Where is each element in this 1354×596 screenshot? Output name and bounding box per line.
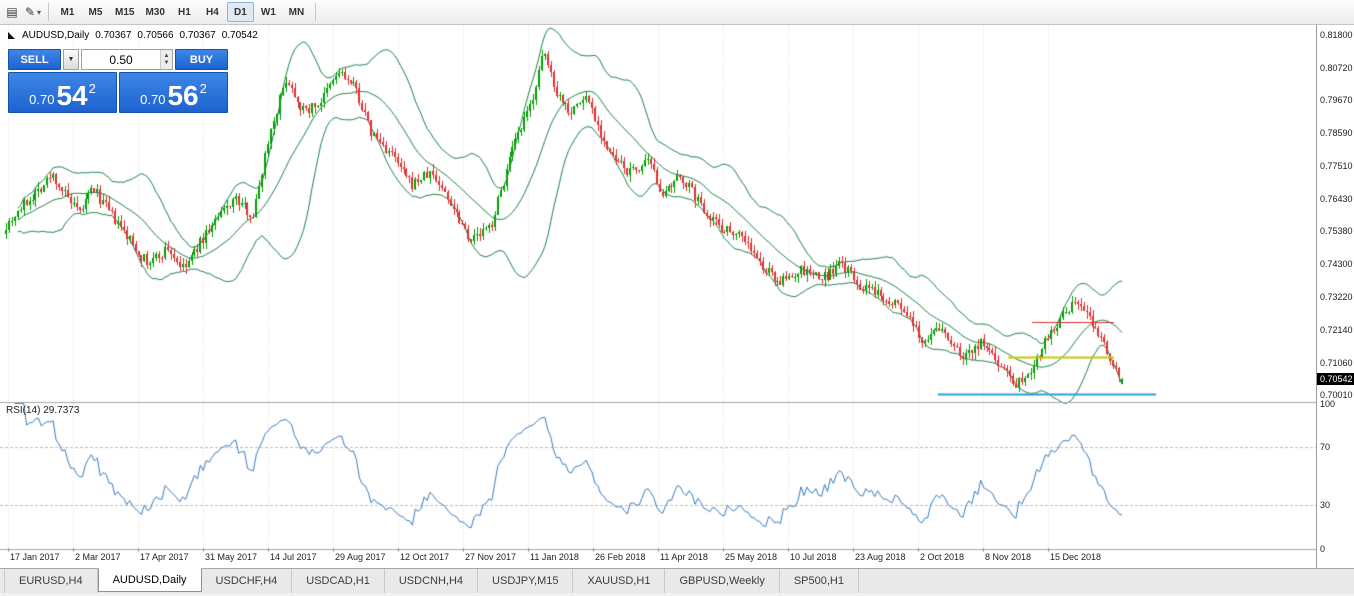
volume-spinner[interactable]: ▲ ▼ xyxy=(160,50,172,69)
price-tick: 0.71060 xyxy=(1320,357,1353,368)
spinner-up-icon[interactable]: ▲ xyxy=(163,52,170,59)
chart-tab-eurusd-h4[interactable]: EURUSD,H4 xyxy=(4,569,98,593)
date-label: 2 Mar 2017 xyxy=(75,552,121,562)
timeframe-button-w1[interactable]: W1 xyxy=(255,2,282,22)
buy-price-big: 56 xyxy=(167,80,199,111)
price-tick: 0.77510 xyxy=(1320,160,1353,171)
timeframe-button-m1[interactable]: M1 xyxy=(54,2,81,22)
price-scale[interactable]: 0.70542 0.81800 0.80720 0.79670 0.78590 0.77… xyxy=(1316,25,1354,568)
sell-price-display[interactable]: 0.70 54 2 xyxy=(8,72,117,113)
one-click-trading-panel: SELL ▼ ▲ ▼ BUY 0.70 54 2 0.7 xyxy=(8,49,228,113)
timeframe-button-m15[interactable]: M15 xyxy=(110,2,139,22)
date-label: 12 Oct 2017 xyxy=(400,552,450,562)
rsi-tick: 100 xyxy=(1320,398,1336,409)
date-axis[interactable]: 17 Jan 2017 2 Mar 2017 17 Apr 2017 31 May 2… xyxy=(0,552,1316,567)
chart-tab-audusd-daily[interactable]: AUDUSD,Daily xyxy=(97,568,202,592)
current-price-badge: 0.70542 xyxy=(1317,372,1354,385)
chart-canvas[interactable] xyxy=(0,25,1316,568)
price-tick: 0.72140 xyxy=(1320,324,1353,335)
sell-price-prefix: 0.70 xyxy=(29,92,55,107)
price-tick: 0.76430 xyxy=(1320,193,1353,204)
date-label: 27 Nov 2017 xyxy=(465,552,517,562)
date-label: 15 Dec 2018 xyxy=(1050,552,1102,562)
date-label: 17 Apr 2017 xyxy=(140,552,189,562)
chart-tab-usdchf-h4[interactable]: USDCHF,H4 xyxy=(202,569,293,593)
chart-tab-gbpusd-weekly[interactable]: GBPUSD,Weekly xyxy=(665,569,780,593)
buy-button[interactable]: BUY xyxy=(175,49,228,70)
chart-tab-xauusd-h1[interactable]: XAUUSD,H1 xyxy=(573,569,666,593)
chevron-down-icon: ▾ xyxy=(37,7,42,17)
chart-title: AUDUSD,Daily xyxy=(22,30,90,41)
volume-input[interactable] xyxy=(82,50,172,69)
ohlc-open: 0.70367 xyxy=(95,30,132,41)
timeframe-button-h4[interactable]: H4 xyxy=(199,2,226,22)
timeframe-button-d1[interactable]: D1 xyxy=(226,2,254,22)
date-label: 25 May 2018 xyxy=(725,552,778,562)
date-label: 8 Nov 2018 xyxy=(985,552,1032,562)
timeframe-button-m5[interactable]: M5 xyxy=(82,2,109,22)
rsi-tick: 30 xyxy=(1320,500,1331,510)
sell-price-big: 54 xyxy=(56,80,88,111)
chart-window-button[interactable]: ▤ xyxy=(2,2,22,22)
chart-marker-icon xyxy=(8,32,15,39)
price-tick: 0.75380 xyxy=(1320,226,1353,237)
price-tick: 0.70010 xyxy=(1320,389,1353,400)
buy-price-display[interactable]: 0.70 56 2 xyxy=(119,72,228,113)
price-tick: 0.81800 xyxy=(1320,30,1353,40)
rsi-tick: 0 xyxy=(1320,543,1326,554)
chart-tab-sp500-h1[interactable]: SP500,H1 xyxy=(780,569,859,593)
ohlc-close: 0.70542 xyxy=(221,30,258,41)
date-label: 26 Feb 2018 xyxy=(595,552,646,562)
date-label: 10 Jul 2018 xyxy=(790,552,837,562)
chart-tab-bar: EURUSD,H4 AUDUSD,Daily USDCHF,H4 USDCAD,H1 U… xyxy=(0,568,1354,593)
timeframe-button-m30[interactable]: M30 xyxy=(140,2,169,22)
chart-window-icon: ▤ xyxy=(6,5,18,19)
price-tick: 0.79670 xyxy=(1320,95,1353,106)
rsi-tick: 70 xyxy=(1320,442,1331,452)
timeframe-button-h1[interactable]: H1 xyxy=(171,2,198,22)
toolbar-separator xyxy=(314,3,316,21)
ohlc-high: 0.70566 xyxy=(137,30,174,41)
price-tick: 0.73220 xyxy=(1320,291,1353,302)
chart-tab-usdjpy-m15[interactable]: USDJPY,M15 xyxy=(478,569,574,593)
price-tick: 0.74300 xyxy=(1320,259,1353,269)
price-tick: 0.78590 xyxy=(1320,128,1353,138)
chart-area: AUDUSD,Daily 0.70367 0.70566 0.70367 0.7… xyxy=(0,25,1354,568)
date-label: 2 Oct 2018 xyxy=(920,552,965,562)
price-tick: 0.80720 xyxy=(1320,62,1353,73)
volume-field-wrap: ▲ ▼ xyxy=(81,49,173,70)
date-label: 31 May 2017 xyxy=(205,552,258,562)
draw-tool-button[interactable]: ✎ ▾ xyxy=(23,2,43,22)
buy-price-pipette: 2 xyxy=(199,81,207,96)
timeframe-group: M1 M5 M15 M30 H1 H4 D1 W1 MN xyxy=(54,2,310,22)
date-label: 29 Aug 2017 xyxy=(335,552,386,562)
date-label: 23 Aug 2018 xyxy=(855,552,906,562)
timeframe-button-mn[interactable]: MN xyxy=(283,2,310,22)
sell-price-pipette: 2 xyxy=(88,81,96,96)
chart-tab-usdcad-h1[interactable]: USDCAD,H1 xyxy=(292,569,385,593)
volume-dropdown-button[interactable]: ▼ xyxy=(63,49,79,70)
draw-tool-icon: ✎ xyxy=(24,5,36,19)
toolbar: ▤ ✎ ▾ M1 M5 M15 M30 H1 H4 D1 W1 MN xyxy=(0,0,1354,25)
chart-header: AUDUSD,Daily 0.70367 0.70566 0.70367 0.7… xyxy=(8,30,258,41)
date-label: 17 Jan 2017 xyxy=(10,552,60,562)
chart-tab-usdcnh-h4[interactable]: USDCNH,H4 xyxy=(385,569,479,593)
spinner-down-icon[interactable]: ▼ xyxy=(163,59,170,66)
sell-button[interactable]: SELL xyxy=(8,49,61,70)
rsi-label: RSI(14) 29.7373 xyxy=(6,405,80,416)
date-label: 14 Jul 2017 xyxy=(270,552,317,562)
toolbar-separator xyxy=(48,3,49,21)
ohlc-low: 0.70367 xyxy=(179,30,216,41)
date-label: 11 Apr 2018 xyxy=(660,552,708,562)
buy-price-prefix: 0.70 xyxy=(140,92,166,107)
date-label: 11 Jan 2018 xyxy=(530,552,579,562)
